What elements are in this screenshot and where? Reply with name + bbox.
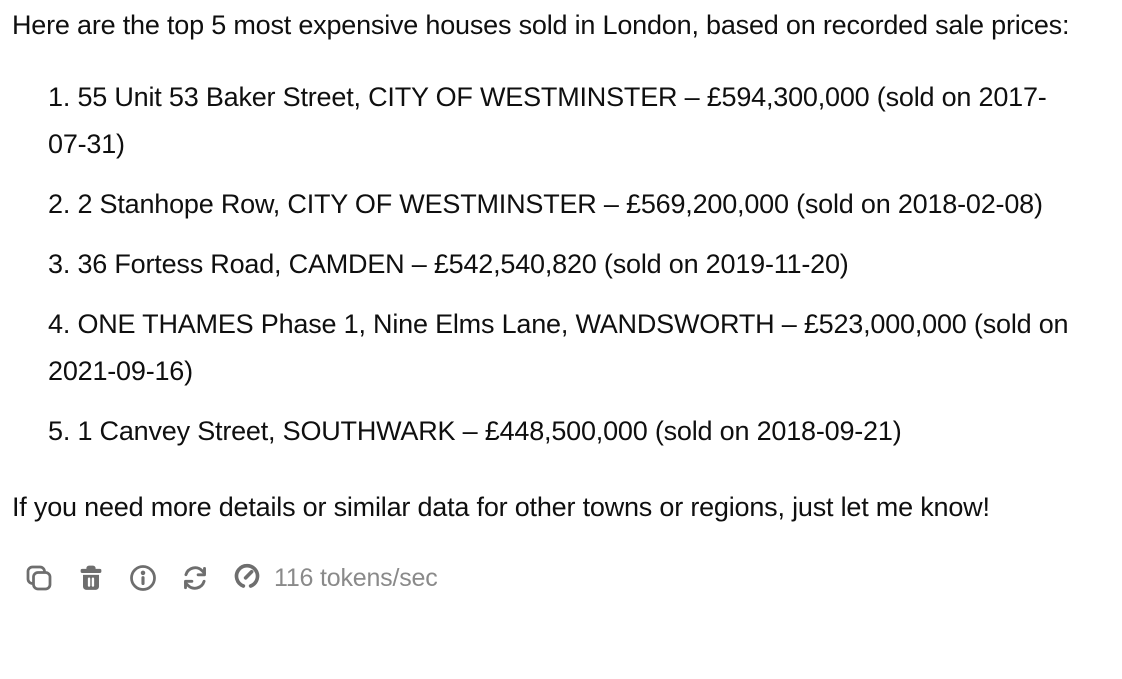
- delete-button[interactable]: [76, 563, 106, 593]
- list-item-text: ONE THAMES Phase 1, Nine Elms Lane, WAND…: [48, 309, 1069, 386]
- list-item-number: 2.: [48, 189, 71, 219]
- copy-button[interactable]: [24, 563, 54, 593]
- message-outro: If you need more details or similar data…: [12, 492, 990, 522]
- refresh-icon: [180, 563, 210, 593]
- list-item-number: 3.: [48, 249, 71, 279]
- speedometer-icon: [232, 560, 262, 595]
- list-item-text: 55 Unit 53 Baker Street, CITY OF WESTMIN…: [48, 82, 1047, 159]
- list-item-number: 5.: [48, 416, 71, 446]
- list-item-text: 36 Fortess Road, CAMDEN – £542,540,820 (…: [77, 249, 849, 279]
- list-item: 5. 1 Canvey Street, SOUTHWARK – £448,500…: [48, 408, 1078, 455]
- message-intro: Here are the top 5 most expensive houses…: [12, 10, 1070, 40]
- tokens-per-sec: 116 tokens/sec: [274, 563, 438, 592]
- house-list: 1. 55 Unit 53 Baker Street, CITY OF WEST…: [12, 74, 1078, 455]
- list-item-text: 1 Canvey Street, SOUTHWARK – £448,500,00…: [77, 416, 902, 446]
- generation-speed: 116 tokens/sec: [232, 560, 438, 595]
- list-item: 1. 55 Unit 53 Baker Street, CITY OF WEST…: [48, 74, 1078, 168]
- list-item-number: 1.: [48, 82, 71, 112]
- list-item-text: 2 Stanhope Row, CITY OF WESTMINSTER – £5…: [77, 189, 1043, 219]
- list-item: 2. 2 Stanhope Row, CITY OF WESTMINSTER –…: [48, 181, 1078, 228]
- list-item: 3. 36 Fortess Road, CAMDEN – £542,540,82…: [48, 241, 1078, 288]
- info-icon: [128, 563, 158, 593]
- trash-icon: [76, 563, 106, 593]
- list-item: 4. ONE THAMES Phase 1, Nine Elms Lane, W…: [48, 301, 1078, 395]
- copy-icon: [24, 563, 54, 593]
- list-item-number: 4.: [48, 309, 71, 339]
- regenerate-button[interactable]: [180, 563, 210, 593]
- message-actions: 116 tokens/sec: [12, 560, 1078, 595]
- info-button[interactable]: [128, 563, 158, 593]
- assistant-message: Here are the top 5 most expensive houses…: [12, 10, 1078, 595]
